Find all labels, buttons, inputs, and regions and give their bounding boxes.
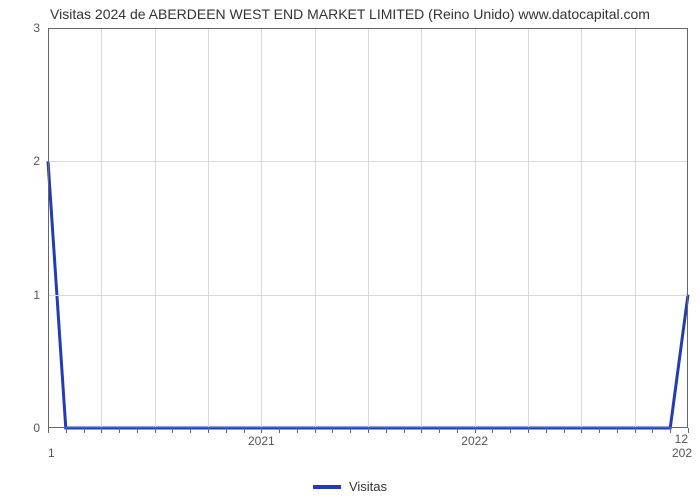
x-minor-tick — [457, 428, 458, 433]
grid-v — [581, 28, 582, 428]
x-minor-tick — [350, 428, 351, 433]
x-minor-tick — [439, 428, 440, 433]
x-secondary-right-top: 12 — [675, 432, 688, 446]
plot-area: 012320212022112202 — [48, 28, 688, 428]
x-minor-tick — [564, 428, 565, 433]
grid-v — [261, 28, 262, 428]
legend-label: Visitas — [349, 479, 387, 494]
y-tick-label: 2 — [33, 154, 40, 168]
x-minor-tick — [617, 428, 618, 433]
x-minor-tick — [652, 428, 653, 433]
grid-v — [208, 28, 209, 428]
grid-v — [101, 28, 102, 428]
x-secondary-right-bottom: 202 — [672, 446, 692, 460]
grid-v — [368, 28, 369, 428]
x-minor-tick — [386, 428, 387, 433]
grid-v — [421, 28, 422, 428]
x-minor-tick — [172, 428, 173, 433]
x-minor-tick — [119, 428, 120, 433]
x-minor-tick — [599, 428, 600, 433]
x-minor-tick — [137, 428, 138, 433]
legend-swatch — [313, 485, 341, 489]
x-minor-tick — [279, 428, 280, 433]
x-minor-tick — [635, 428, 636, 433]
x-minor-tick — [688, 428, 689, 433]
right-axis — [687, 28, 688, 428]
grid-v — [635, 28, 636, 428]
x-minor-tick — [670, 428, 671, 433]
x-minor-tick — [368, 428, 369, 433]
x-minor-tick — [84, 428, 85, 433]
chart-title: Visitas 2024 de ABERDEEN WEST END MARKET… — [0, 6, 700, 22]
x-minor-tick — [528, 428, 529, 433]
y-tick-label: 1 — [33, 288, 40, 302]
top-axis — [48, 28, 688, 29]
y-tick-label: 0 — [33, 421, 40, 435]
x-minor-tick — [546, 428, 547, 433]
x-minor-tick — [208, 428, 209, 433]
x-tick-label: 2021 — [248, 434, 275, 448]
y-tick-label: 3 — [33, 21, 40, 35]
grid-v — [315, 28, 316, 428]
x-minor-tick — [190, 428, 191, 433]
x-minor-tick — [226, 428, 227, 433]
x-minor-tick — [492, 428, 493, 433]
grid-v — [528, 28, 529, 428]
x-minor-tick — [261, 428, 262, 433]
x-minor-tick — [66, 428, 67, 433]
x-minor-tick — [475, 428, 476, 433]
grid-v — [475, 28, 476, 428]
x-minor-tick — [48, 428, 49, 433]
x-minor-tick — [581, 428, 582, 433]
left-axis — [48, 28, 49, 428]
legend: Visitas — [0, 479, 700, 494]
x-tick-label: 2022 — [461, 434, 488, 448]
x-minor-tick — [510, 428, 511, 433]
x-minor-tick — [155, 428, 156, 433]
grid-v — [155, 28, 156, 428]
x-minor-tick — [421, 428, 422, 433]
x-minor-tick — [332, 428, 333, 433]
x-minor-tick — [315, 428, 316, 433]
x-minor-tick — [297, 428, 298, 433]
x-minor-tick — [101, 428, 102, 433]
x-secondary-left: 1 — [48, 446, 55, 460]
x-minor-tick — [404, 428, 405, 433]
x-minor-tick — [244, 428, 245, 433]
